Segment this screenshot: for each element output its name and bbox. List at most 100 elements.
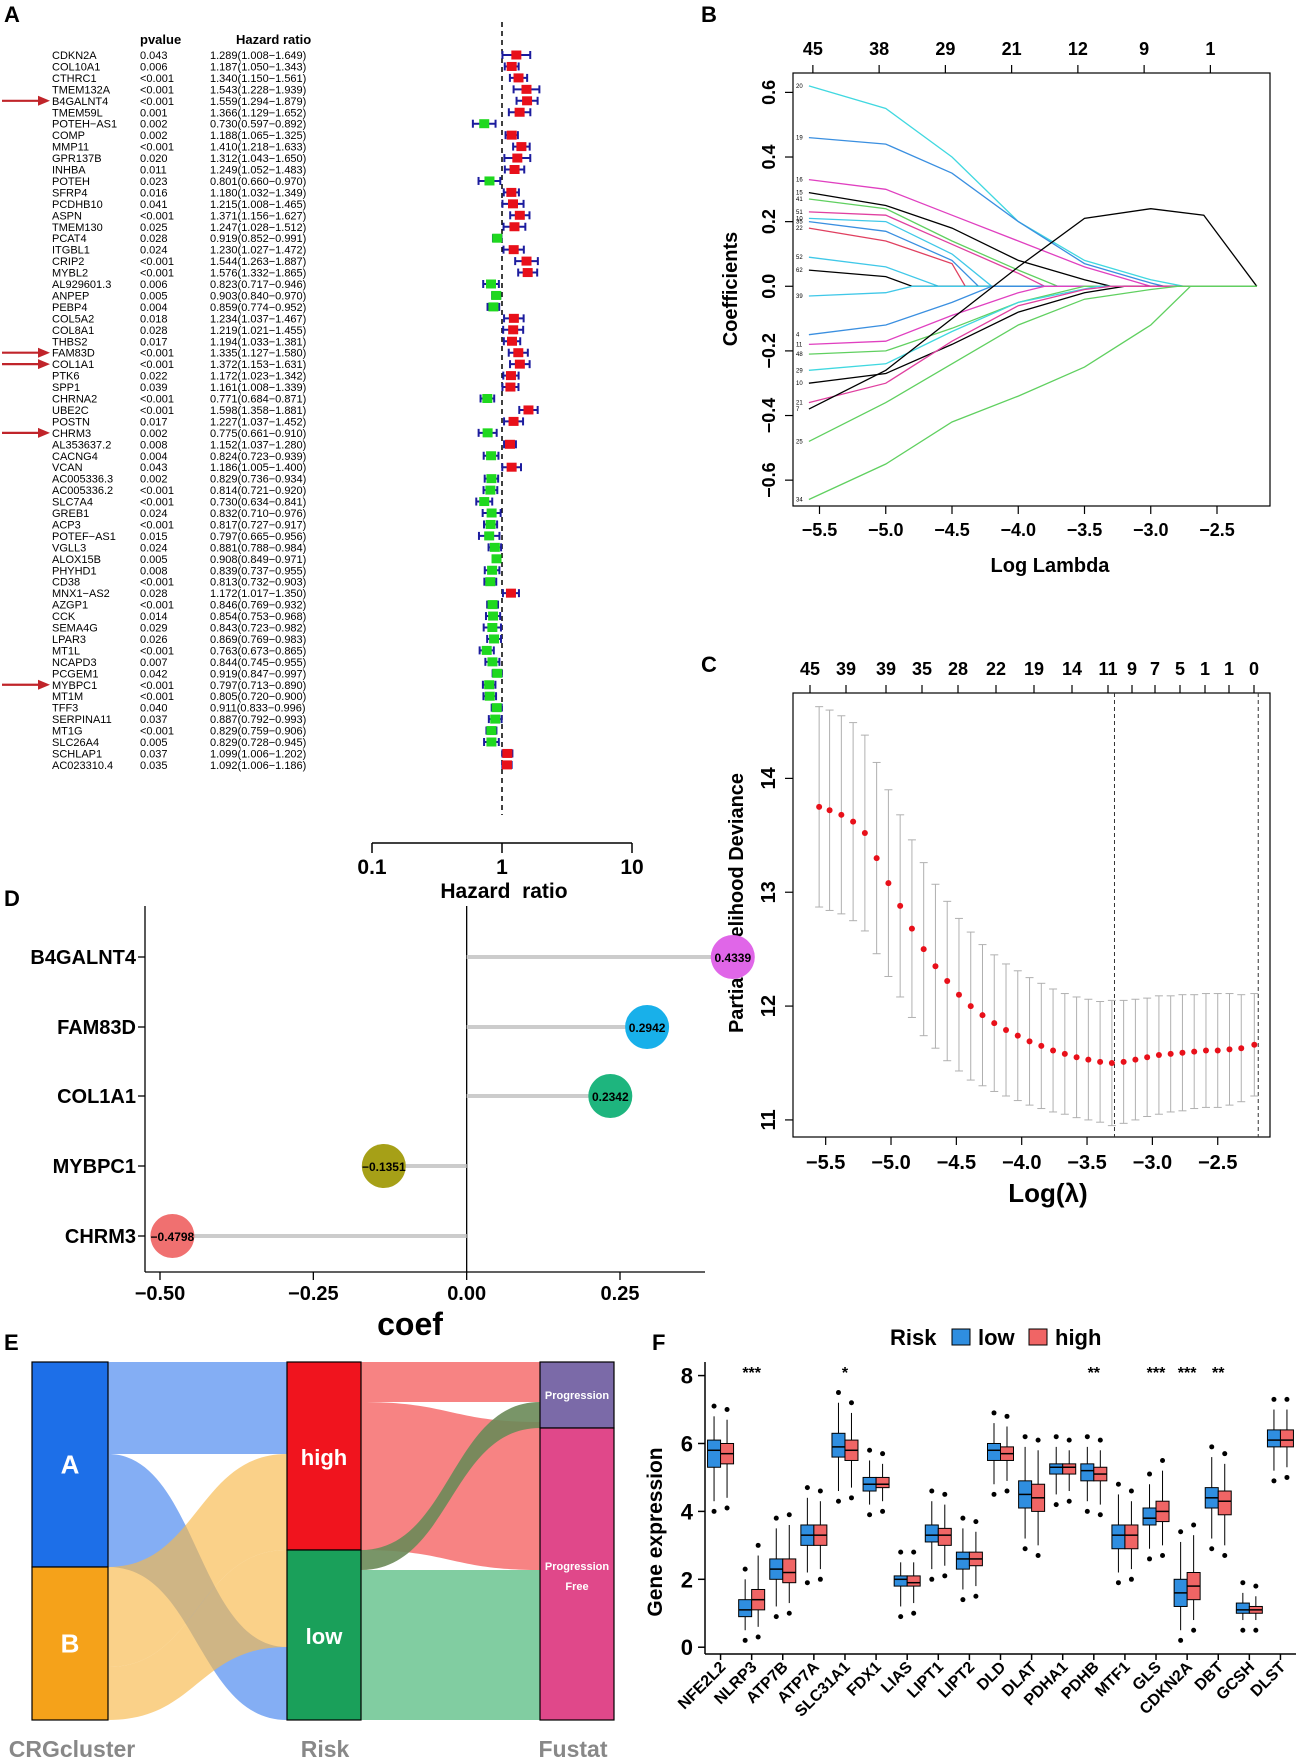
forest-gene-label: MYBL2: [52, 268, 88, 280]
lasso-x-tick-label: −3.5: [1067, 520, 1103, 540]
forest-hr-text: 0.805(0.720−0.900): [210, 691, 306, 703]
forest-gene-label: VGLL3: [52, 542, 86, 554]
sankey-axis-label: Risk: [301, 1736, 350, 1760]
sankey-flow-b-high: [108, 1454, 287, 1667]
sankey-node: [31, 1566, 109, 1721]
cv-point: [861, 830, 868, 837]
lasso-path-line: [808, 285, 1257, 501]
forest-gene-label: AC023310.4: [52, 760, 113, 772]
forest-gene-label: CHRM3: [52, 428, 91, 440]
forest-pvalue: <0.001: [140, 405, 174, 417]
forest-gene-label: COL1A1: [52, 359, 94, 371]
forest-gene-label: AL353637.2: [52, 439, 111, 451]
cv-point: [816, 803, 823, 810]
forest-hr-text: 1.312(1.043−1.650): [210, 153, 306, 165]
lollipop-value-label: −0.1351: [362, 1160, 406, 1174]
lollipop-marks: −0.50 −0.25 0.00 0.25 B4GALNT4 0.4339 FAM83D 0.…: [30, 906, 755, 1305]
boxplot-significance: ***: [1147, 1365, 1166, 1382]
forest-pvalue: <0.001: [140, 73, 174, 85]
lasso-path-label: 16: [796, 178, 803, 184]
forest-hr-text: 0.801(0.660−0.970): [210, 176, 306, 188]
forest-hr-text: 1.247(1.028−1.512): [210, 222, 306, 234]
cv-top-tick-label: 5: [1175, 659, 1185, 679]
forest-pvalue: 0.042: [140, 668, 168, 680]
boxplot-outlier: [755, 1634, 761, 1640]
boxplot-outlier: [1160, 1553, 1166, 1559]
cv-point: [1014, 1032, 1021, 1039]
boxplot-category-label: DLST: [1248, 1659, 1290, 1701]
forest-hr-point: [479, 119, 490, 129]
forest-hr-point: [506, 187, 517, 197]
forest-hr-point: [486, 474, 497, 484]
forest-hr-text: 1.335(1.127−1.580): [210, 348, 306, 360]
lollipop-category-label: COL1A1: [57, 1086, 136, 1108]
boxplot-outlier: [1178, 1529, 1184, 1535]
boxplot-box: [1124, 1524, 1139, 1550]
boxplot-outlier: [1284, 1396, 1290, 1402]
lollipop-value-label: 0.2942: [629, 1021, 666, 1035]
forest-arrow-head: [38, 95, 50, 106]
boxplot-outlier: [991, 1410, 997, 1416]
forest-pvalue: <0.001: [140, 142, 174, 154]
boxplot-outlier: [817, 1488, 823, 1494]
panel-label-a: A: [4, 2, 20, 27]
lollipop-value-label: −0.4798: [151, 1230, 195, 1244]
cv-point: [1238, 1045, 1245, 1052]
lasso-path-line: [808, 227, 1257, 287]
lasso-path-line: [808, 285, 1257, 404]
forest-hr-text: 0.730(0.634−0.841): [210, 497, 306, 509]
boxplot-outlier: [848, 1400, 854, 1406]
boxplot-outlier: [742, 1637, 748, 1643]
forest-hr-text: 1.543(1.228−1.939): [210, 84, 306, 96]
forest-gene-label: MMP11: [52, 142, 89, 154]
boxplot-outlier: [835, 1498, 841, 1504]
boxplot-outlier: [1191, 1627, 1197, 1633]
boxplot-outlier: [911, 1610, 917, 1616]
lasso-path-label: 10: [796, 381, 803, 387]
lollipop-dot: [150, 1214, 195, 1258]
boxplot-outlier: [1178, 1637, 1184, 1643]
cv-x-tick-label: −4.5: [937, 1152, 976, 1174]
lollipop-x-tick-label: −0.50: [135, 1283, 186, 1305]
forest-hr-point: [504, 439, 515, 449]
lasso-axes: −5.5 −5.0 −4.5 −4.0 −3.5 −3.0 −2.5 −0.6 −0.4 −0.2…: [759, 39, 1235, 540]
cv-point: [1108, 1060, 1115, 1066]
lasso-path-label: 22: [796, 226, 803, 232]
legend-high-swatch: [1028, 1328, 1048, 1346]
forest-hr-text: 0.824(0.723−0.939): [210, 451, 306, 463]
forest-hr-point: [485, 485, 496, 495]
cv-x-tick-label: −2.5: [1198, 1152, 1237, 1174]
forest-gene-label: SEMA4G: [52, 623, 98, 635]
lasso-y-tick-label: 0.2: [759, 209, 779, 234]
forest-hr-text: 0.839(0.737−0.955): [210, 565, 306, 577]
lasso-coefficient-plot: 2019161541511035225262394114829102172534…: [720, 39, 1271, 577]
forest-axis-tick-label: 10: [620, 856, 643, 879]
boxplot-outlier: [804, 1580, 810, 1586]
lasso-y-tick-label: 0.4: [759, 144, 779, 169]
boxplot-outlier: [973, 1593, 979, 1599]
boxplot-significance: **: [1212, 1365, 1225, 1382]
cv-x-tick-label: −5.5: [806, 1152, 845, 1174]
forest-hr-point: [487, 623, 498, 632]
panel-label-c: C: [701, 652, 717, 677]
forest-hr-text: 0.911(0.833−0.996): [210, 703, 306, 715]
boxplot-box: [987, 1442, 1001, 1461]
sankey-node-label: B: [61, 1629, 80, 1659]
forest-gene-label: CTHRC1: [52, 73, 97, 85]
forest-pvalue: 0.029: [140, 623, 168, 635]
lasso-top-tick-label: 9: [1139, 39, 1149, 59]
boxplot-outlier: [1209, 1546, 1215, 1552]
boxplot-significance: ***: [742, 1365, 761, 1382]
forest-gene-label: THBS2: [52, 336, 87, 348]
cv-point: [897, 902, 904, 909]
forest-hr-point: [492, 233, 503, 243]
forest-hr-text: 1.234(1.037−1.467): [210, 313, 306, 325]
forest-hr-point: [489, 542, 500, 552]
forest-header-hr: Hazard ratio: [236, 32, 311, 47]
forest-hr-point: [506, 130, 517, 140]
forest-pvalue: 0.008: [140, 439, 168, 451]
forest-pvalue: 0.002: [140, 428, 168, 440]
forest-gene-label: NCAPD3: [52, 657, 97, 669]
